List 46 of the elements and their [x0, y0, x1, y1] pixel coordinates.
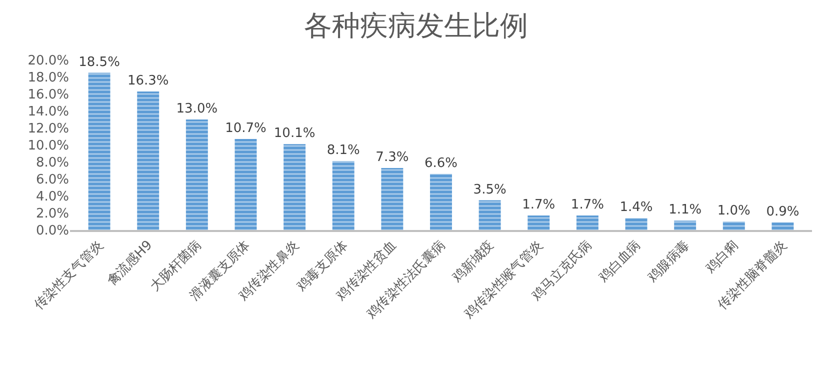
y-tick-label: 2.0%: [36, 206, 69, 222]
y-tick-label: 18.0%: [28, 70, 69, 86]
data-label: 1.1%: [668, 202, 702, 218]
y-tick-label: 16.0%: [28, 88, 69, 103]
bar: [381, 168, 404, 230]
data-label: 1.7%: [522, 198, 556, 213]
bar: [674, 220, 696, 230]
x-tick-label: 鸡腺病毒: [644, 238, 693, 286]
y-tick-label: 8.0%: [36, 156, 69, 171]
chart-title: 各种疾病发生比例: [304, 8, 528, 42]
bar: [332, 161, 354, 230]
bar: [137, 91, 160, 230]
bar: [478, 200, 501, 230]
data-label: 1.0%: [717, 204, 750, 218]
x-tick-label: 传染性支气管炎: [32, 238, 107, 313]
bar: [186, 120, 208, 230]
y-tick-label: 4.0%: [36, 190, 69, 205]
data-label: 10.1%: [274, 126, 316, 142]
bar: [88, 72, 110, 230]
x-tick-label: 鸡白痢: [702, 238, 742, 277]
data-label: 13.0%: [176, 102, 218, 116]
bar: [576, 216, 598, 230]
data-label: 6.6%: [424, 156, 458, 171]
bar: [234, 139, 257, 230]
y-tick-label: 10.0%: [28, 138, 69, 154]
data-label: 0.9%: [766, 204, 800, 220]
bar: [284, 144, 306, 230]
data-label: 1.4%: [620, 200, 653, 216]
bar: [772, 222, 794, 230]
bar: [625, 218, 648, 230]
y-tick-label: 0.0%: [36, 224, 69, 239]
x-tick-label: 鸡白血病: [596, 238, 644, 286]
y-tick-label: 20.0%: [28, 54, 69, 69]
data-label: 18.5%: [78, 54, 120, 70]
y-tick-label: 14.0%: [28, 104, 69, 120]
y-tick-label: 6.0%: [36, 172, 69, 188]
bar: [722, 222, 745, 230]
data-label: 16.3%: [127, 73, 169, 88]
y-tick-label: 12.0%: [28, 122, 69, 137]
data-label: 1.7%: [570, 198, 604, 213]
data-label: 10.7%: [225, 121, 266, 136]
data-label: 8.1%: [326, 143, 360, 158]
bar: [528, 216, 550, 230]
data-label: 3.5%: [473, 182, 506, 198]
data-label: 7.3%: [376, 150, 409, 165]
bar: [430, 174, 452, 230]
